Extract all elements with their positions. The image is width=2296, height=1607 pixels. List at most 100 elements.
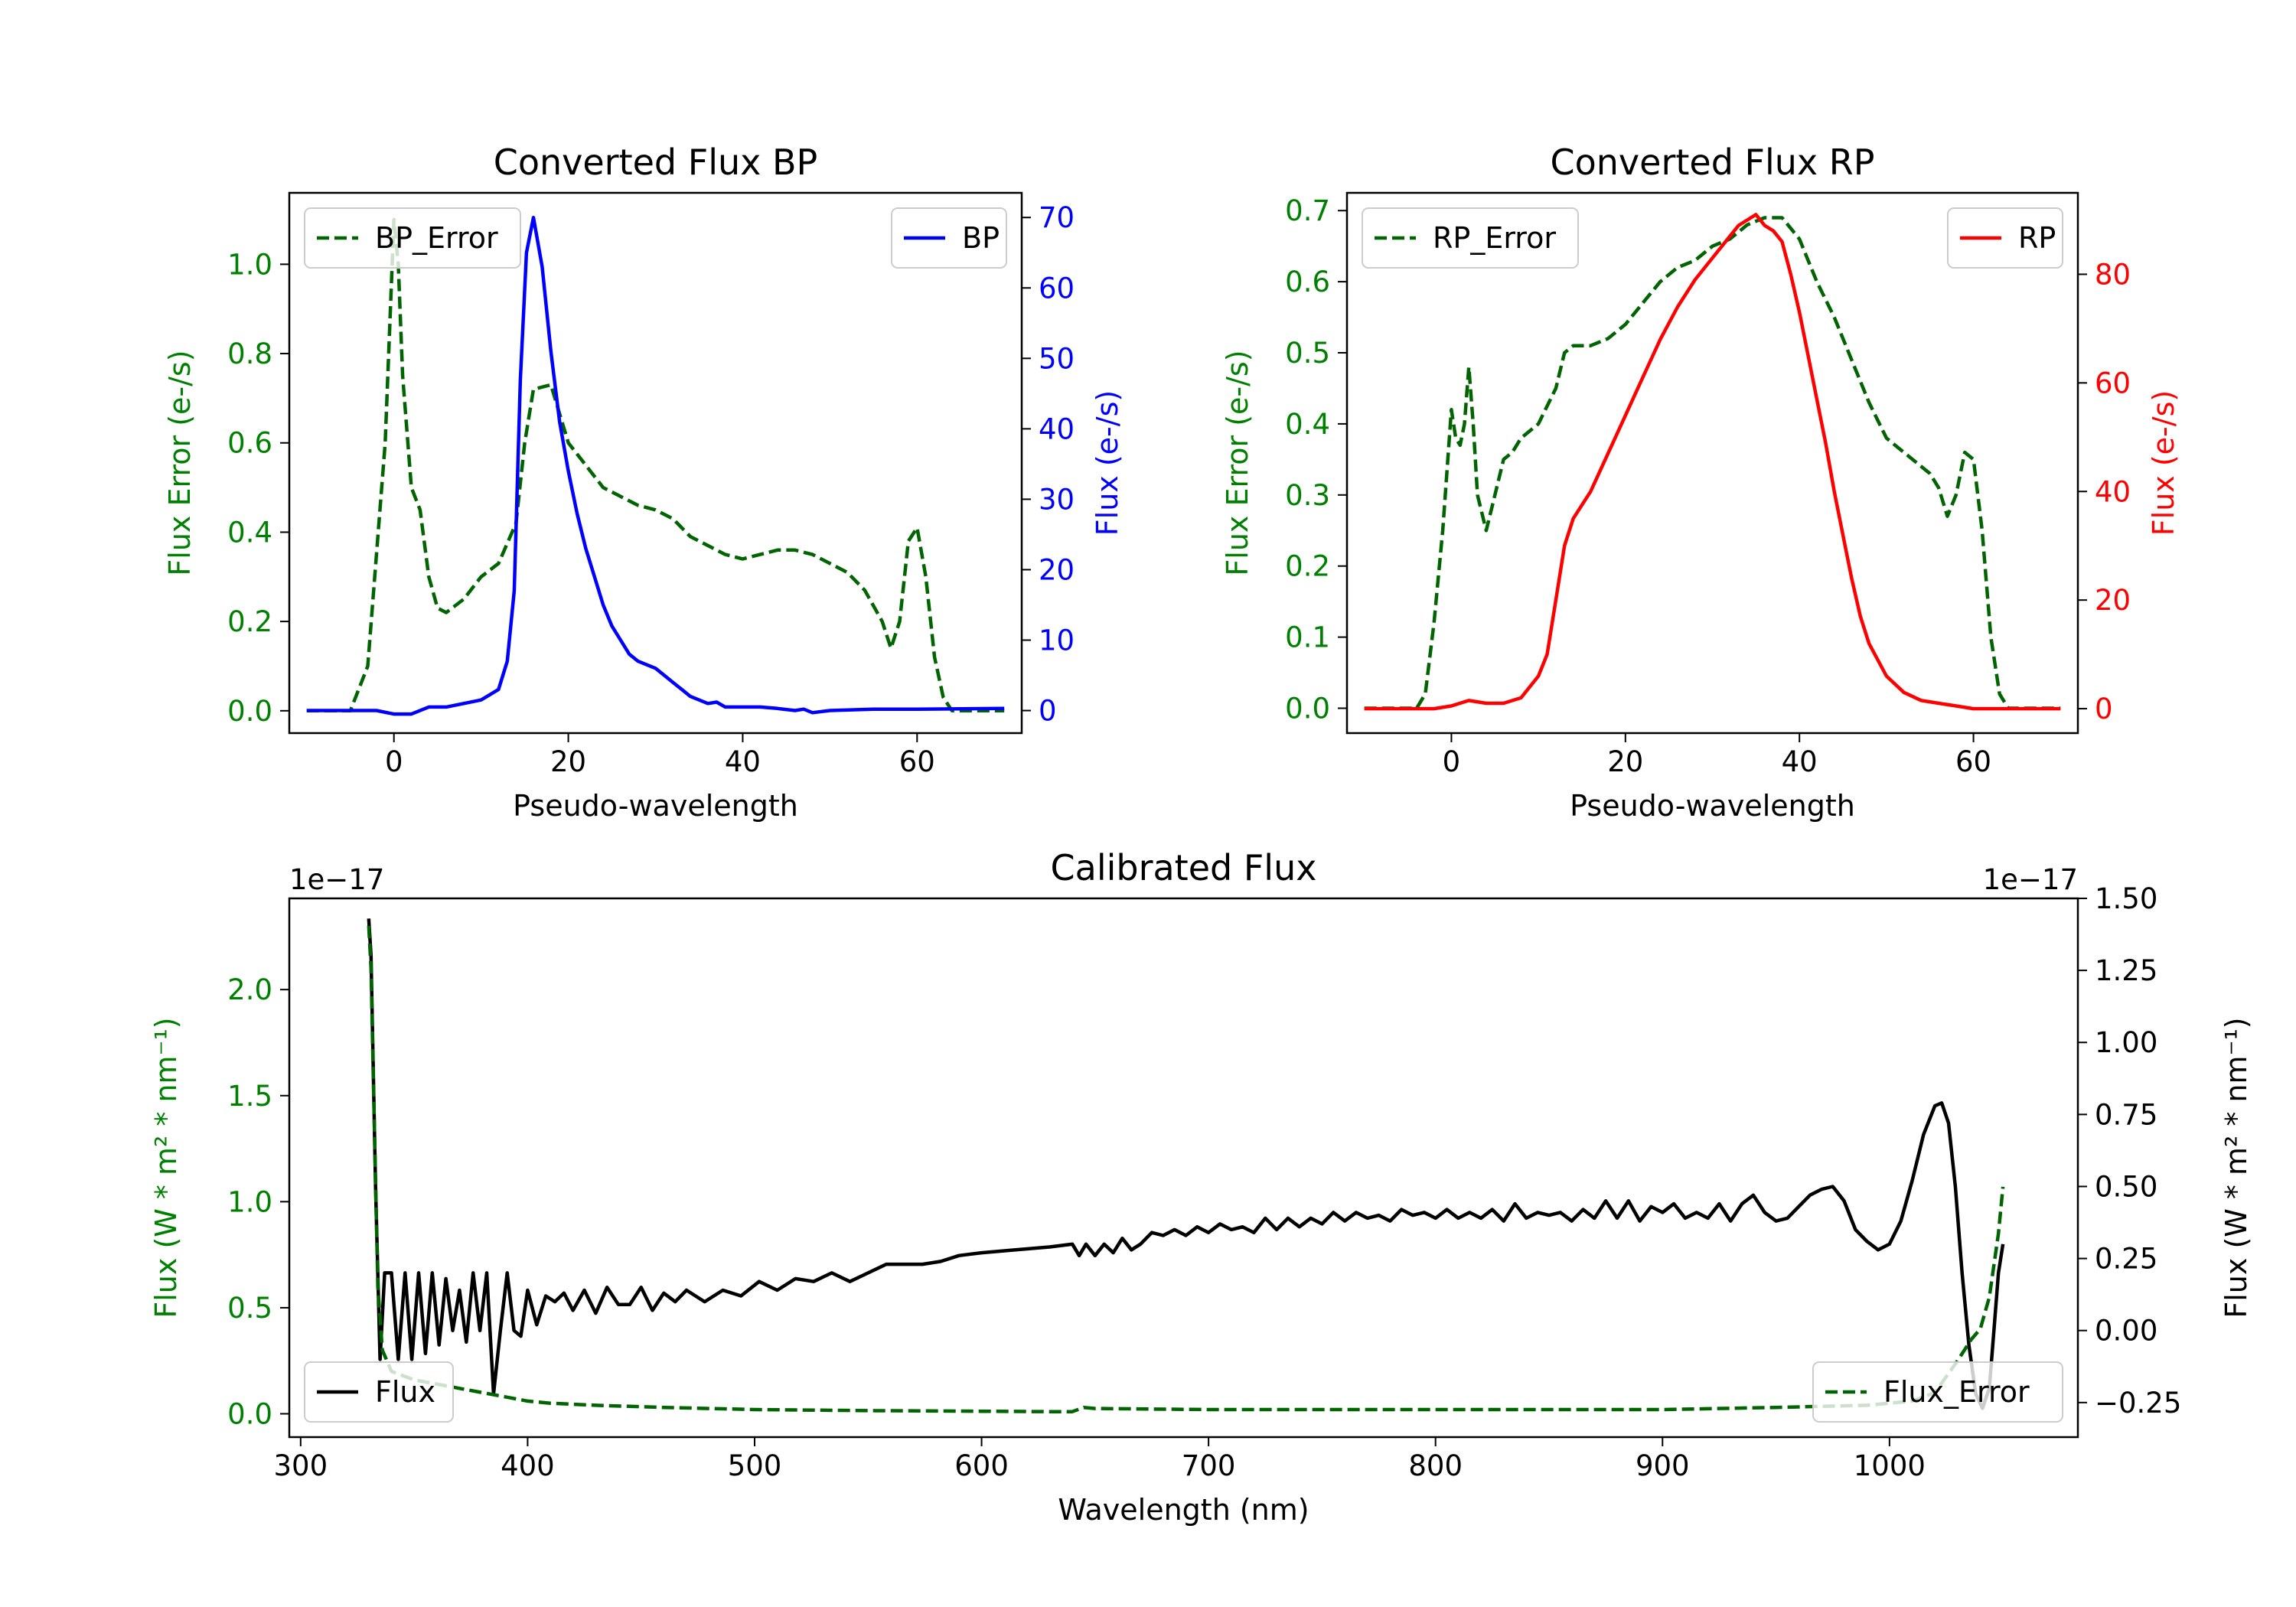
y-right-axis-label: Flux (W * m² * nm⁻¹) [2219,1017,2253,1318]
y-left-tick-label: 0.3 [1285,479,1330,512]
x-axis-label: Pseudo-wavelength [1570,789,1855,823]
series-line-flux [367,918,2005,1410]
y-left-tick-label: 0.5 [1285,337,1330,370]
y-right-tick-label: 10 [1039,624,1075,657]
legend-label: Flux [375,1375,435,1409]
y-right-tick-label: 0 [2095,693,2113,725]
x-tick-label: 0 [385,745,403,778]
y-right-offset-label: 1e−17 [1983,863,2078,896]
chart-bp: 0 20 40 60 0.0 0.2 0.4 0.6 0.8 1.0 0 10 20 30 40 50 60 70… [163,142,1124,823]
y-left-axis-label: Flux Error (e-/s) [163,350,197,575]
y-right-tick-label: −0.25 [2095,1387,2181,1420]
series-line-rp-error [1364,216,2061,710]
y-right-tick-label: 0.00 [2095,1315,2157,1348]
y-left-tick-label: 0.2 [227,605,272,638]
y-left-tick-label: 1.5 [227,1080,272,1113]
y-right-tick-label: 1.00 [2095,1026,2157,1059]
legend-box [1362,207,1579,269]
legend-label: BP [962,221,1000,255]
x-tick-label: 600 [954,1449,1009,1482]
y-left-tick-label: 0.1 [1285,621,1330,654]
legend-box [304,207,521,269]
x-tick-label: 60 [1955,745,1991,778]
y-left-tick-label: 0.2 [1285,550,1330,583]
y-right-tick-label: 80 [2095,258,2131,291]
chart-title: Converted Flux RP [1551,142,1875,183]
y-left-tick-label: 0.0 [227,1398,272,1431]
y-right-tick-label: 0.50 [2095,1170,2157,1203]
plot-frame [1345,191,2079,735]
legend-label: RP_Error [1433,221,1556,255]
y-right-tick-label: 40 [2095,475,2131,508]
y-right-tick-label: 1.25 [2095,954,2157,987]
y-right-tick-label: 60 [2095,367,2131,399]
legend-box [1947,207,2063,269]
plot-frame [288,897,2079,1439]
y-right-tick-label: 0.75 [2095,1098,2157,1131]
x-axis-label: Pseudo-wavelength [513,789,798,823]
legend-flux-error: Flux_Error [1812,1361,2063,1423]
y-right-tick-label: 20 [2095,584,2131,617]
legend-box [891,207,1007,269]
y-right-axis-label: Flux (e-/s) [2147,390,2180,536]
y-right-tick-label: 0.25 [2095,1243,2157,1276]
x-tick-label: 900 [1636,1449,1690,1482]
y-left-tick-label: 0.5 [227,1292,272,1325]
y-right-tick-label: 1.50 [2095,882,2157,915]
y-left-tick-label: 2.0 [227,973,272,1006]
series-line-bp [306,215,1005,716]
chart-calibrated: 300 400 500 600 700 800 900 1000 0.0 0.5 1.0 1.5 2.0… [149,847,2253,1527]
x-tick-label: 500 [728,1449,782,1482]
x-tick-label: 40 [725,745,761,778]
legend-bp: BP [891,207,1007,269]
plot-frame [288,191,1023,735]
y-left-tick-label: 0.4 [1285,408,1330,441]
y-right-tick-label: 50 [1039,342,1075,375]
y-left-axis-label: Flux (W * m² * nm⁻¹) [149,1017,183,1318]
y-left-tick-label: 0.0 [227,695,272,728]
y-right-tick-label: 30 [1039,483,1075,516]
x-tick-label: 20 [550,745,586,778]
legend-label: BP_Error [375,221,498,255]
y-left-tick-label: 0.6 [227,427,272,460]
x-tick-label: 20 [1607,745,1643,778]
chart-rp: 0 20 40 60 0.0 0.1 0.2 0.3 0.4 0.5 0.6 0.7 0 20 40 60 80… [1221,142,2180,823]
legend-flux: Flux [304,1361,454,1423]
x-axis-label: Wavelength (nm) [1058,1493,1309,1527]
x-tick-label: 300 [274,1449,328,1482]
legend-box [304,1361,454,1423]
legend-box [1812,1361,2063,1423]
x-tick-label: 0 [1443,745,1461,778]
y-left-tick-label: 0.0 [1285,692,1330,725]
x-tick-label: 1000 [1854,1449,1926,1482]
y-left-axis-label: Flux Error (e-/s) [1221,350,1254,575]
y-left-tick-label: 0.8 [227,337,272,370]
y-right-tick-label: 40 [1039,412,1075,445]
x-tick-label: 60 [899,745,935,778]
series-group [306,215,1005,716]
y-right-tick-label: 0 [1039,695,1057,728]
x-tick-label: 700 [1182,1449,1236,1482]
x-tick-label: 400 [501,1449,555,1482]
chart-title: Calibrated Flux [1051,847,1317,888]
series-line-rp [1364,213,2061,711]
x-tick-label: 40 [1782,745,1818,778]
y-right-tick-label: 20 [1039,553,1075,586]
y-left-tick-label: 0.6 [1285,266,1330,298]
y-left-tick-label: 1.0 [227,248,272,281]
legend-bp-error: BP_Error [304,207,521,269]
legend-label: RP [2018,221,2056,255]
legend-label: Flux_Error [1883,1375,2030,1409]
y-left-tick-label: 1.0 [227,1185,272,1218]
series-line-bp-error [306,217,1005,713]
x-tick-label: 800 [1408,1449,1463,1482]
y-right-axis-label: Flux (e-/s) [1091,390,1124,536]
y-right-tick-label: 70 [1039,201,1075,234]
series-group [1364,213,2061,711]
y-right-tick-label: 60 [1039,272,1075,305]
y-left-tick-label: 0.7 [1285,194,1330,227]
chart-title: Converted Flux BP [494,142,818,183]
y-left-tick-label: 0.4 [227,516,272,549]
legend-rp: RP [1947,207,2063,269]
